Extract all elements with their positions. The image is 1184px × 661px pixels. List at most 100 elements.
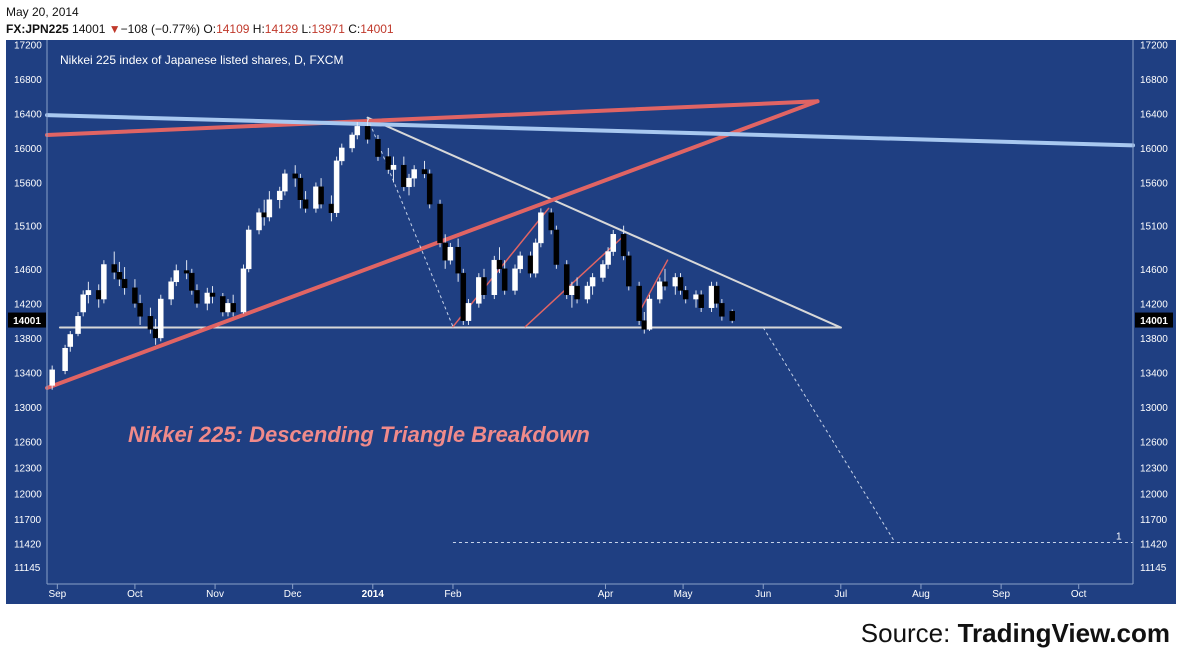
candle-body-down [261,212,267,218]
candle [563,260,570,300]
candle-body-down [719,303,725,317]
candle-body-down [401,164,407,188]
y-tick-label-left: 13800 [14,334,42,345]
x-tick-label: Aug [912,589,930,600]
candle [75,312,81,337]
candle [245,225,252,273]
candle [282,169,288,196]
candle [646,294,653,331]
candle-body-down [421,169,428,175]
candle-body-up [225,303,231,313]
candle-body-up [158,298,164,339]
source-label: Source: [860,618,958,648]
y-tick-label-left: 11145 [14,563,41,574]
y-tick-label-right: 14600 [1140,265,1168,276]
candle-body-up [49,369,55,386]
candle-body-up [476,277,482,304]
high-label: H: [252,22,265,36]
candle [339,143,345,166]
candle-body-down [636,285,642,321]
candle [600,260,606,282]
candle [553,225,560,269]
y-tick-label-right: 15600 [1140,178,1168,189]
candle [532,238,539,278]
candle-body-up [354,126,361,136]
candle-body-up [708,285,715,308]
candle [266,191,273,222]
candle-body-down [620,234,627,257]
candle [80,290,86,317]
candle-body-down [302,199,309,209]
candle-body-up [313,186,319,209]
candle-body-down [152,329,159,339]
candle-body-up [67,334,74,347]
y-tick-label-right: 13400 [1140,368,1168,379]
close-value: 14001 [360,22,394,36]
candle [421,160,428,179]
y-tick-label-left: 16800 [14,75,42,86]
candle [137,294,143,325]
candle [349,132,355,153]
symbol-label[interactable]: FX:JPN225 [6,22,69,36]
candle-body-up [465,303,472,321]
candle [574,277,580,304]
open-value: 14109 [216,22,250,36]
x-tick-label: May [674,589,693,600]
candle-body-up [406,177,412,188]
candle-body-down [548,212,554,231]
candle [491,255,498,300]
chart-subtitle: Nikkei 225 index of Japanese listed shar… [60,53,343,67]
candle [204,287,211,311]
candle [364,119,371,144]
y-tick-label-right: 12600 [1140,438,1168,449]
candle-body-down [426,173,433,205]
candle-body-up [266,199,273,218]
candle-body-down [292,173,298,179]
candle-body-up [589,277,596,287]
candle [657,277,663,304]
candle-body-down [183,270,190,274]
candle [626,251,632,291]
candle [297,173,304,209]
candle [194,284,200,308]
x-tick-label: Sep [48,589,66,600]
candle-body-down [132,287,138,304]
candle [610,229,617,256]
candle-body-down [297,177,304,200]
candle [517,251,523,274]
candle-body-up [491,259,498,295]
x-tick-label: 2014 [362,589,385,600]
candle-body-down [189,272,195,291]
candle [476,273,482,308]
candle [121,267,128,295]
y-tick-label-left: 16000 [14,144,42,155]
candle-body-down [662,281,668,287]
candle-body-down [481,277,487,295]
candle-body-down [682,290,689,300]
candle-body-up [657,281,663,300]
candle [662,268,668,291]
candle [401,156,407,192]
candle-body-up [256,212,262,231]
candle [501,260,508,295]
y-tick-label-left: 17200 [14,40,42,51]
candle-body-down [121,278,128,289]
candle-body-up [512,268,518,291]
x-tick-label: Oct [127,589,143,600]
x-tick-label: Nov [206,589,224,600]
candle [132,279,138,308]
source-site[interactable]: TradingView.com [957,618,1170,648]
candle-body-up [600,264,606,278]
source-credit: Source: TradingView.com [861,618,1170,649]
candle [111,251,117,280]
candle [189,268,195,295]
y-tick-label-right: 11700 [1140,515,1168,526]
candle [85,281,92,304]
candle [426,169,433,209]
candle [589,273,596,295]
candle-body-up [276,190,283,200]
candle [620,225,627,261]
last-price: 14001 [72,22,106,36]
y-tick-label-right: 13000 [1140,403,1168,414]
